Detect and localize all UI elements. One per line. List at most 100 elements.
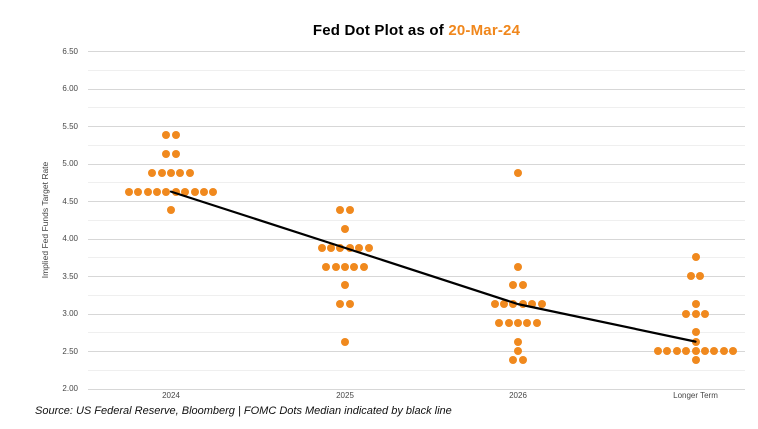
dot [691,309,700,318]
dot [514,168,522,177]
dot [509,300,518,309]
dot [171,150,180,159]
chart-title: Fed Dot Plot as of 20-Mar-24 [88,22,745,39]
dot [345,206,354,215]
dot [341,281,349,290]
dot [199,187,208,196]
dot [691,347,700,355]
gridline-major [88,201,745,202]
dot [176,168,185,177]
dot [691,356,700,365]
dot [152,187,161,196]
dot [696,272,705,280]
gridline-minor [88,144,745,146]
dot [514,347,522,355]
dot [537,300,546,309]
chart-title-text: Fed Dot Plot as of [312,22,449,39]
dot [509,356,518,365]
dot [162,131,171,140]
y-tick-label: 6.50 [62,46,78,56]
dot [710,347,719,355]
y-tick-label: 5.50 [62,121,78,131]
dot [691,337,700,346]
gridline-minor [88,182,745,184]
dot [499,300,508,309]
x-axis-label: Longer Term [673,391,718,400]
dot [514,318,522,327]
dot [504,318,513,327]
dot [171,131,180,140]
y-tick-label: 2.00 [62,384,78,393]
dot [331,262,340,271]
gridline-minor [88,107,745,109]
dot [317,243,326,252]
gridline-major [88,388,745,390]
y-tick-label: 6.00 [62,84,78,93]
gridline-major [88,126,745,127]
dot [148,168,157,177]
dot [209,187,218,196]
dot [518,281,527,290]
dot [336,243,345,252]
dot [143,187,152,196]
gridline-major [88,163,745,165]
dot [341,337,349,346]
dot [691,300,700,309]
dot [359,262,368,271]
gridline-major [88,51,745,52]
gridline-minor [88,219,745,221]
dot [345,300,354,309]
dot [190,187,199,196]
x-axis-label: 2024 [162,391,180,400]
dot [495,318,504,327]
gridline-minor [88,332,745,334]
dot [355,243,364,252]
dot [167,168,175,177]
y-tick-label: 3.50 [62,271,78,281]
x-axis-label: 2025 [336,391,354,400]
source-note: Source: US Federal Reserve, Bloomberg | … [35,405,452,417]
dot [691,253,700,262]
gridline-minor [88,69,745,71]
dot [162,187,171,196]
dot [719,347,728,355]
dot [518,356,527,365]
dot [729,347,738,355]
dot [341,262,349,271]
dot [672,347,681,355]
dot [326,243,335,252]
dot [523,318,532,327]
dot [341,225,349,234]
y-tick-label: 4.00 [62,234,78,243]
dot [532,318,541,327]
dot [350,262,359,271]
gridline-minor [88,294,745,296]
gridline-minor [88,369,745,371]
dot [509,281,518,290]
dot [167,206,175,215]
dot [682,309,691,318]
dot [336,206,345,215]
chart-title-date: 20-Mar-24 [448,22,521,39]
dot [663,347,672,355]
dot [653,347,662,355]
y-tick-label: 3.00 [62,309,78,318]
dot [345,243,354,252]
gridline-major [88,88,745,90]
dot [336,300,345,309]
dot [124,187,133,196]
dot [682,347,691,355]
dot [171,187,180,196]
y-tick-label: 4.50 [62,196,78,206]
gridline-major [88,351,745,352]
dot [322,262,331,271]
dot [528,300,537,309]
dot [181,187,190,196]
dot [185,168,194,177]
dot [514,337,522,346]
dot [686,272,695,280]
dot [514,262,522,271]
y-tick-label: 2.50 [62,346,78,356]
gridline-minor [88,257,745,259]
